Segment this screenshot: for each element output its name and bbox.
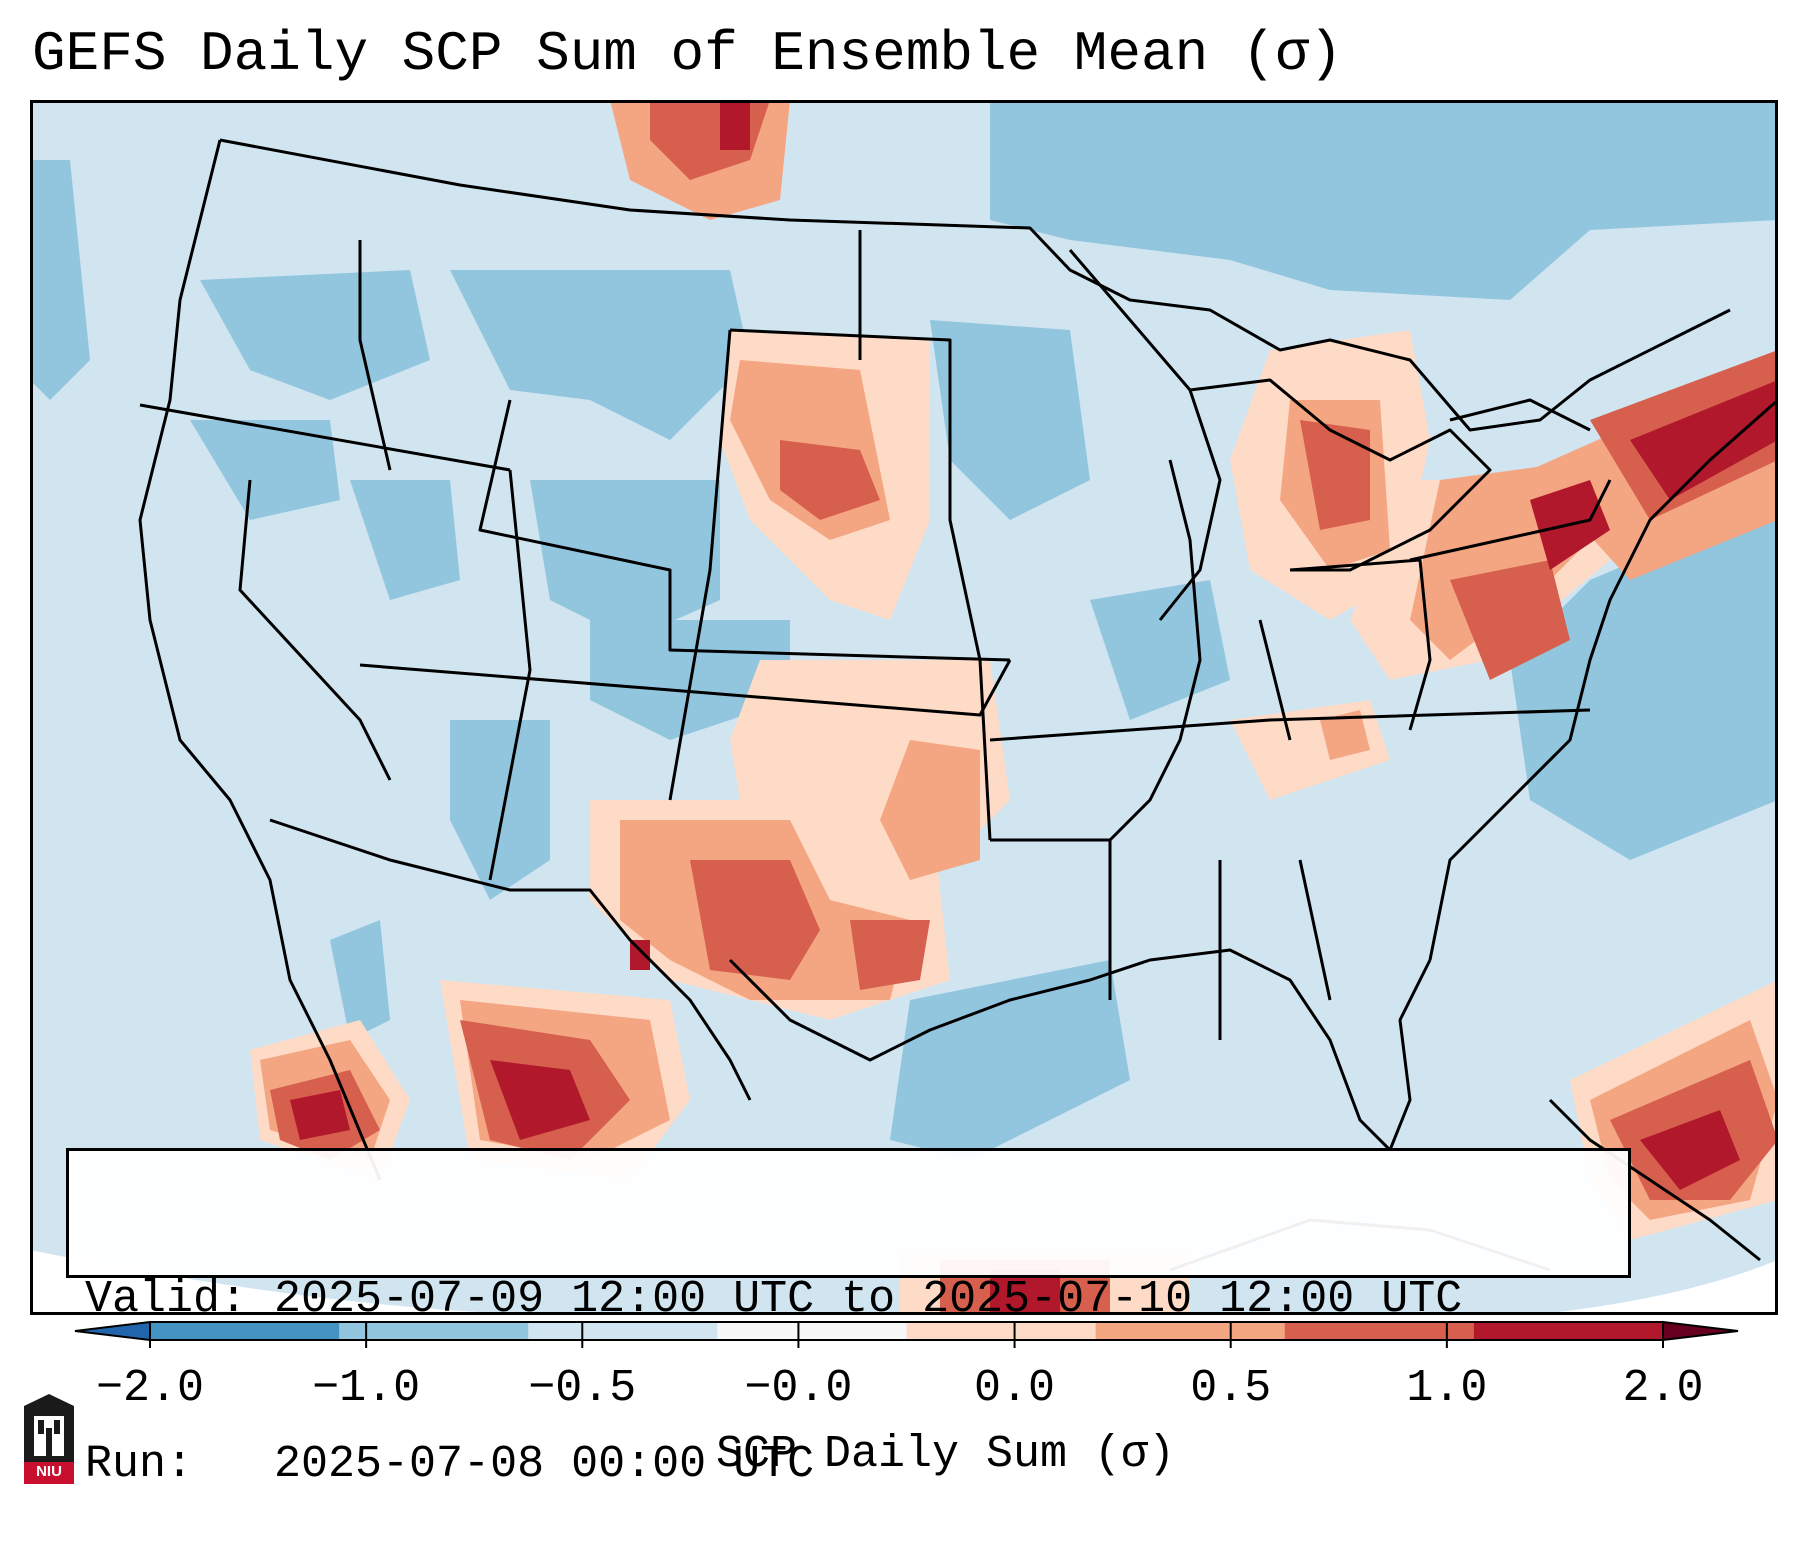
run-time-text: Run: 2025-07-08 00:00 UTC [85, 1439, 815, 1490]
colorbar-extend-low [74, 1320, 151, 1342]
university-seal-icon [24, 1394, 74, 1484]
logo-text: NIU [36, 1463, 62, 1480]
international-border [219, 138, 1731, 432]
state-border [359, 659, 1591, 742]
colorbar-label: SCP Daily Sum (σ) [715, 1429, 1176, 1480]
chart-title: GEFS Daily SCP Sum of Ensemble Mean (σ) [32, 22, 1343, 86]
state-border [1409, 398, 1612, 562]
valid-time-text: Valid: 2025-07-09 12:00 UTC to 2025-07-1… [85, 1274, 1463, 1325]
colorbar-extend-high [1662, 1320, 1739, 1342]
colorbar [74, 1320, 1739, 1348]
state-border [1258, 558, 1432, 741]
niu-logo: NIU [20, 1392, 78, 1486]
map-frame-border [30, 100, 1778, 1315]
colorbar-tick-label: −0.5 [528, 1363, 637, 1414]
caribbean-islands [1548, 1098, 1761, 1262]
colorbar-segment [906, 1322, 1097, 1340]
colorbar-tick-label: −1.0 [312, 1363, 421, 1414]
colorbar-segments [74, 1320, 1739, 1342]
colorbar-segment [1095, 1322, 1286, 1340]
great-lakes-shore [1189, 378, 1492, 572]
state-border [1108, 840, 1332, 1040]
colorbar-segment [150, 1322, 340, 1340]
state-border [729, 230, 992, 841]
colorbar-ticks [149, 1322, 1664, 1348]
colorbar-label-row: SCP Daily Sum (σ) [86, 1428, 1803, 1482]
geographic-boundaries [138, 138, 1778, 1272]
negative-anomaly-areas [30, 100, 1778, 1160]
state-border [238, 240, 392, 781]
map-panel [30, 100, 1778, 1315]
coastline [1428, 398, 1778, 961]
colorbar-segment [1473, 1322, 1664, 1340]
state-border [139, 399, 1011, 662]
coastline [138, 139, 382, 1181]
colorbar-tick-label: 2.0 [1622, 1363, 1704, 1414]
colorbar-segment [717, 1322, 907, 1340]
colorbar-segment [1284, 1322, 1475, 1340]
colorbar-tick-label: 0.5 [1190, 1363, 1272, 1414]
coastline [728, 948, 1432, 1152]
state-border [488, 329, 732, 881]
colorbar-tick-label: −2.0 [95, 1363, 205, 1414]
colorbar-segment [339, 1322, 529, 1340]
outside-domain-region [30, 1250, 550, 1315]
colorbar-tick-label: 0.0 [974, 1363, 1056, 1414]
map-canvas [30, 100, 1778, 1315]
international-border [269, 818, 752, 1101]
great-lakes-shore [1068, 249, 1222, 621]
outside-domain-region [1530, 1260, 1778, 1315]
colorbar-segment [528, 1322, 718, 1340]
colorbar-tick-label: 1.0 [1406, 1363, 1488, 1414]
valid-time-info-box: Valid: 2025-07-09 12:00 UTC to 2025-07-1… [66, 1148, 1631, 1490]
colorbar-tick-label: −0.0 [744, 1363, 853, 1414]
